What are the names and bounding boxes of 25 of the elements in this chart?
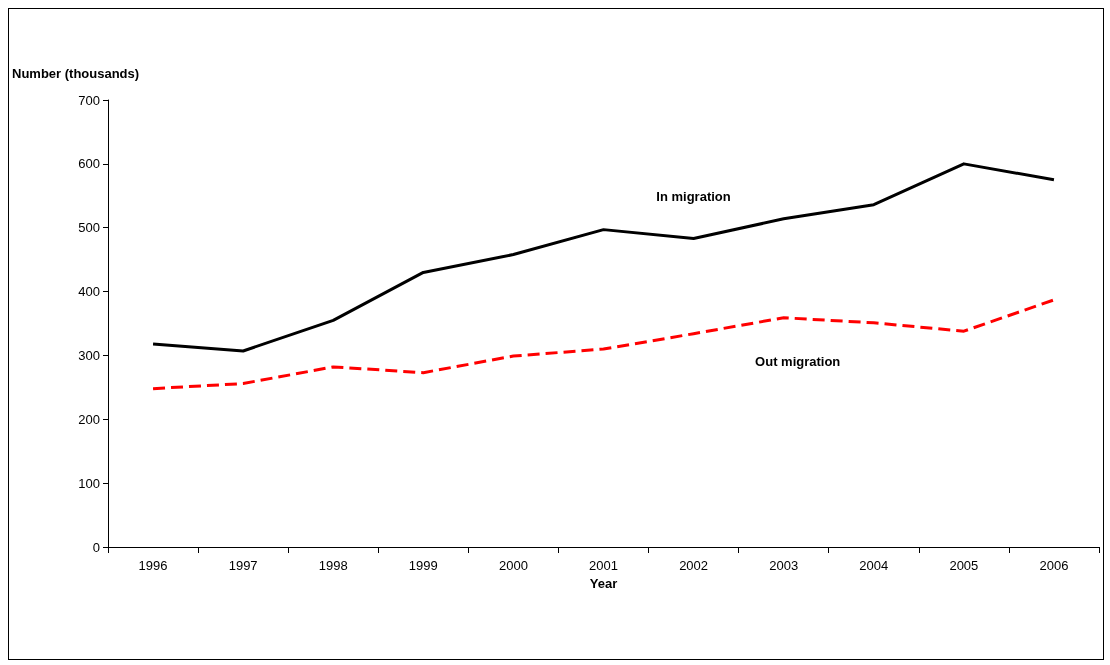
x-tick-label: 2003 [769, 558, 799, 573]
x-tick-label: 2005 [949, 558, 979, 573]
line-series [151, 162, 1056, 353]
y-tick-label: 400 [78, 284, 100, 300]
x-tick-label: 2000 [498, 558, 528, 573]
x-axis-title: Year [589, 576, 618, 591]
x-tick-label: 1999 [408, 558, 438, 573]
y-tick-label: 0 [92, 539, 100, 555]
x-tick-label: 2006 [1039, 558, 1069, 573]
y-tick-label: 300 [78, 347, 100, 363]
series-label: In migration [656, 189, 731, 205]
x-tick-label: 2001 [589, 558, 618, 573]
text: Out migration [755, 354, 841, 370]
line-series [151, 298, 1056, 391]
y-tick-label: 600 [78, 156, 100, 172]
y-axis-title: Number (thousands) [12, 66, 140, 81]
y-tick-label: 100 [78, 475, 100, 491]
y-tick-label: 200 [78, 411, 100, 427]
y-tick-label: 700 [78, 92, 100, 108]
x-tick-label: 1998 [318, 558, 348, 573]
x-tick-label: 1996 [138, 558, 168, 573]
y-tick-label: 500 [78, 220, 100, 236]
x-tick-label: 1997 [228, 558, 258, 573]
x-tick-label: 2002 [679, 558, 709, 573]
x-tick-label: 2004 [859, 558, 889, 573]
